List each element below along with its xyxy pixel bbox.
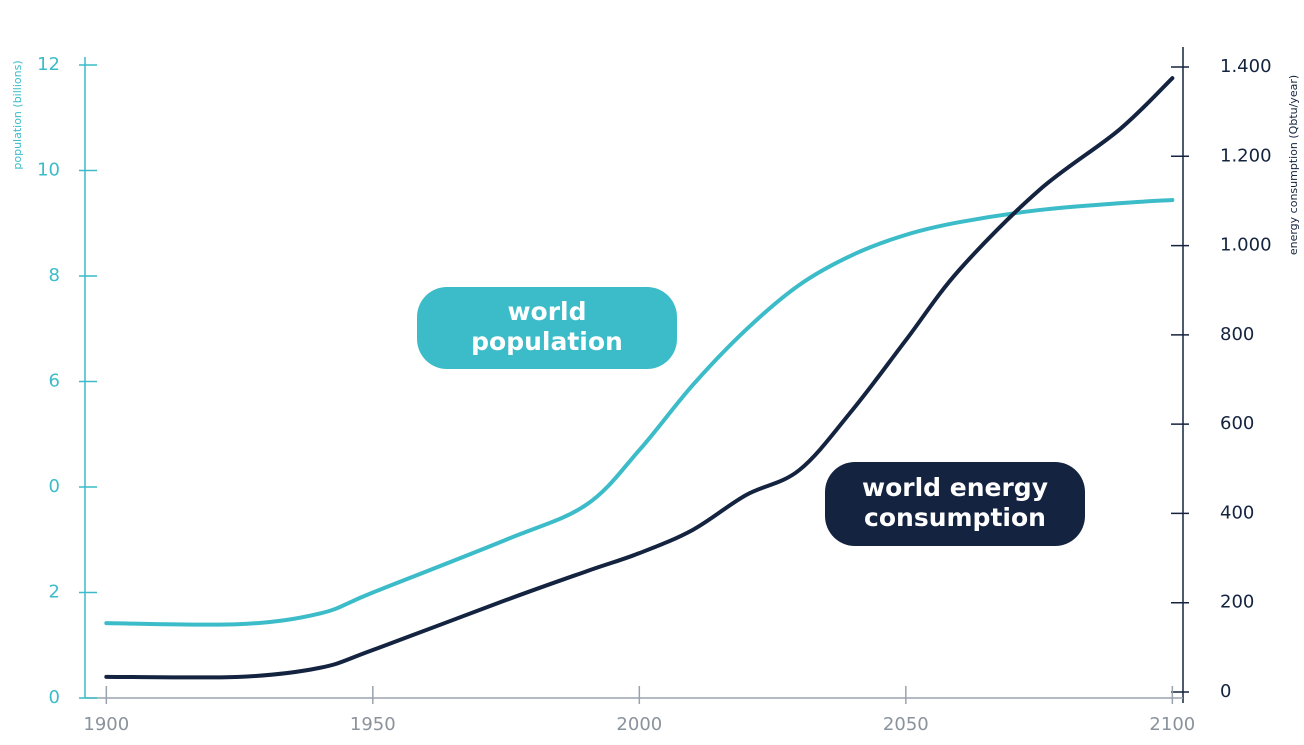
data-line <box>104 198 1175 627</box>
x-tick-label: 2050 <box>883 714 929 735</box>
y2-tick-label: 600 <box>1220 413 1254 434</box>
y-tick-label: 6 <box>49 371 60 392</box>
x-tick-label: 1950 <box>350 714 396 735</box>
y2-tick-label: 1.400 <box>1220 56 1272 77</box>
annotation-text: population <box>471 327 623 356</box>
y-tick-label: 0 <box>49 476 60 497</box>
y-tick-label: 0 <box>49 687 60 708</box>
x-tick-label: 1900 <box>83 714 129 735</box>
y-axis-label: population (billions) <box>11 60 24 169</box>
annotation-text: world energy <box>862 473 1048 502</box>
y2-tick-label: 400 <box>1220 502 1254 523</box>
annotation-text: consumption <box>864 503 1046 532</box>
y2-tick-label: 1.200 <box>1220 145 1272 166</box>
annotation-box <box>417 287 677 369</box>
y-tick-label: 8 <box>49 265 60 286</box>
y2-tick-label: 1.000 <box>1220 235 1272 256</box>
y-tick-label: 2 <box>49 582 60 603</box>
x-tick-label: 2100 <box>1149 714 1195 735</box>
y-tick-label: 12 <box>37 54 60 75</box>
y2-tick-label: 200 <box>1220 592 1254 613</box>
data-line <box>104 76 1175 680</box>
y-tick-label: 10 <box>37 160 60 181</box>
x-tick-label: 2000 <box>616 714 662 735</box>
y2-tick-label: 800 <box>1220 324 1254 345</box>
annotation-box <box>825 462 1085 546</box>
y2-axis-label: energy consumption (Qbtu/year) <box>1287 75 1300 255</box>
annotation-text: world <box>507 297 586 326</box>
y2-tick-label: 0 <box>1220 681 1231 702</box>
